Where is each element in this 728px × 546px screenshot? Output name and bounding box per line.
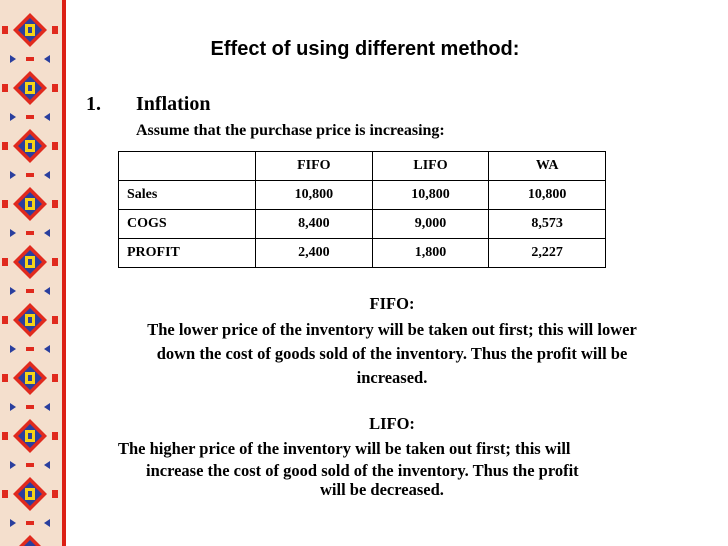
section-subheading: Assume that the purchase price is increa… [136,122,445,139]
section-heading: Inflation [136,93,211,115]
header-cell-empty [118,151,256,181]
table-cell: 9,000 [371,209,490,239]
comparison-table: FIFO LIFO WA Sales 10,800 10,800 10,800 … [118,151,606,268]
table-cell: 10,800 [255,180,373,210]
header-cell-fifo: FIFO [255,151,373,181]
table-row: COGS 8,400 9,000 8,573 [118,209,606,239]
header-cell-lifo: LIFO [371,151,490,181]
table-cell: 2,227 [488,238,606,268]
table-cell: 10,800 [488,180,606,210]
table-cell: 10,800 [371,180,490,210]
section-number: 1. [86,93,101,115]
fifo-label: FIFO: [369,294,415,313]
table-cell: 1,800 [371,238,490,268]
page-title: Effect of using different method: [210,38,520,60]
lifo-text-line: The higher price of the inventory will b… [118,439,571,458]
row-label: Sales [118,180,256,210]
fifo-text-line: The lower price of the inventory will be… [147,320,637,339]
decorative-border [0,0,66,546]
fifo-text-line: increased. [356,368,428,387]
header-cell-wa: WA [488,151,606,181]
table-row: PROFIT 2,400 1,800 2,227 [118,238,606,268]
table-cell: 8,400 [255,209,373,239]
table-row: Sales 10,800 10,800 10,800 [118,180,606,210]
table-cell: 2,400 [255,238,373,268]
fifo-text-line: down the cost of goods sold of the inven… [156,344,628,363]
lifo-label: LIFO: [369,414,415,433]
tribal-pattern-icon [0,0,66,546]
table-cell: 8,573 [488,209,606,239]
lifo-text-line: increase the cost of good sold of the in… [146,461,579,480]
row-label: COGS [118,209,256,239]
row-label: PROFIT [118,238,256,268]
lifo-text-line: will be decreased. [320,480,444,499]
table-header-row: FIFO LIFO WA [118,151,606,181]
